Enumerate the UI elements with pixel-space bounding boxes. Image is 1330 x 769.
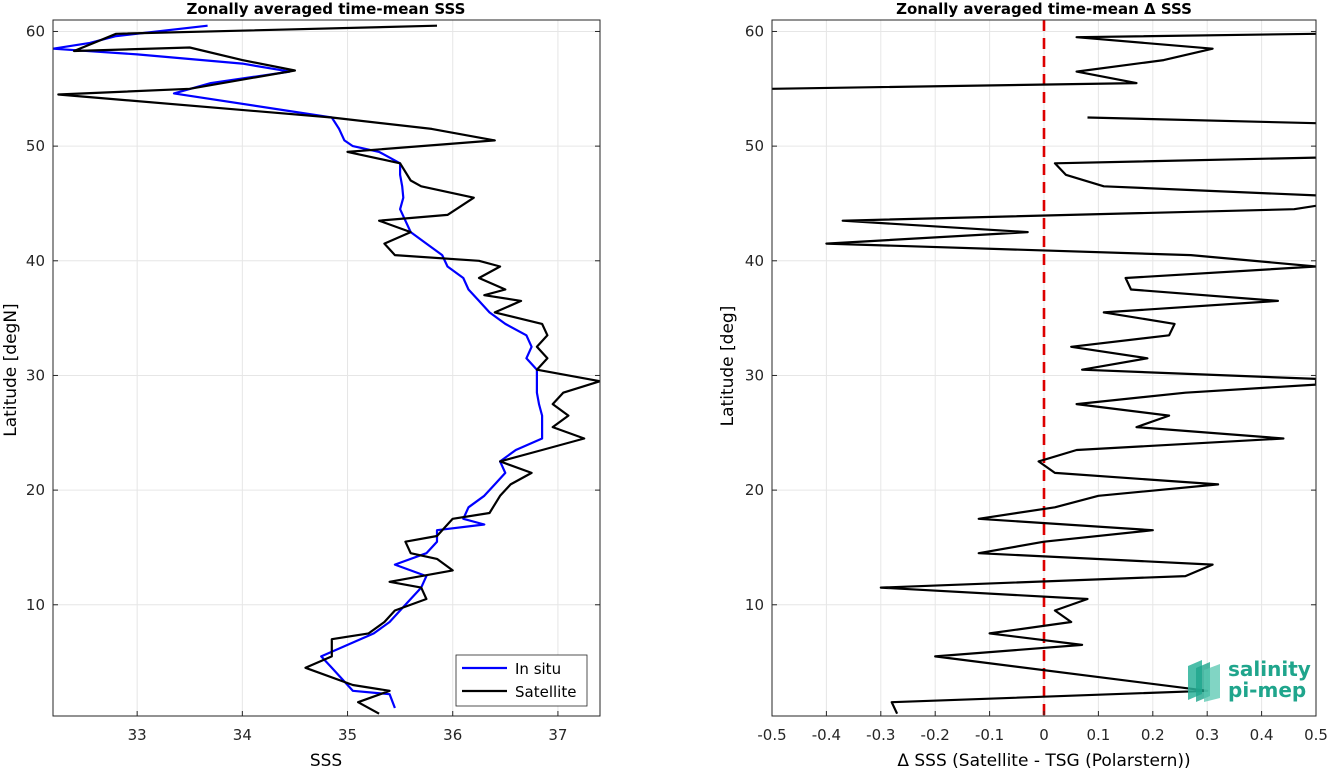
chart-right-xlabel: Δ SSS (Satellite - TSG (Polarstern)) xyxy=(897,751,1190,769)
right-ytick-label-3: 40 xyxy=(745,252,764,270)
logo-text-pi-mep: pi-mep xyxy=(1228,678,1307,702)
delta-sss-line-segment-2 xyxy=(1053,156,1316,197)
chart-right-delta-sss: Zonally averaged time-mean Δ SSS -0.5 -0.… xyxy=(718,0,1328,769)
left-xtick-label-0: 33 xyxy=(128,726,147,744)
series-in-situ-line xyxy=(53,24,544,709)
chart-right-title: Zonally averaged time-mean Δ SSS xyxy=(896,0,1192,18)
chart-left-series xyxy=(53,24,600,715)
left-xtick-label-4: 37 xyxy=(548,726,567,744)
chart-left-grid xyxy=(53,20,600,716)
right-ytick-label-1: 20 xyxy=(745,481,764,499)
right-xtick-label-2: -0.3 xyxy=(866,726,895,744)
right-ytick-label-4: 50 xyxy=(745,137,764,155)
right-xtick-label-8: 0.3 xyxy=(1195,726,1219,744)
left-ytick-label-4: 50 xyxy=(26,137,45,155)
legend-box xyxy=(455,654,588,707)
chart-left-frame xyxy=(52,19,601,717)
chart-right-ticks: -0.5 -0.4 -0.3 -0.2 -0.1 0 0.1 0.2 0.3 0.4 0.5 10 20… xyxy=(745,22,1328,744)
left-xtick-label-3: 36 xyxy=(443,726,462,744)
left-xtick-label-2: 35 xyxy=(338,726,357,744)
chart-left-title: Zonally averaged time-mean SSS xyxy=(187,0,466,18)
chart-right-frame xyxy=(771,19,1317,717)
right-ytick-label-2: 30 xyxy=(745,366,764,384)
delta-sss-line-segment-3 xyxy=(825,204,1316,715)
right-xtick-label-9: 0.4 xyxy=(1250,726,1274,744)
left-ytick-label-1: 20 xyxy=(26,481,45,499)
delta-sss-line-segment-1 xyxy=(1087,116,1316,125)
series-satellite-line xyxy=(57,24,600,715)
chart-right-series xyxy=(772,32,1316,715)
right-xtick-label-10: 0.5 xyxy=(1304,726,1328,744)
left-ytick-label-2: 30 xyxy=(26,366,45,384)
chart-left-ylabel: Latitude [degN] xyxy=(1,303,21,436)
right-xtick-label-7: 0.2 xyxy=(1141,726,1165,744)
right-xtick-label-5: 0 xyxy=(1039,726,1049,744)
legend-in-situ-label: In situ xyxy=(515,660,561,678)
salinity-pi-mep-logo: salinity pi-mep xyxy=(1186,656,1316,702)
right-xtick-label-1: -0.4 xyxy=(812,726,841,744)
delta-sss-line-segment-0 xyxy=(772,32,1316,90)
chart-left-legend: In situ Satellite xyxy=(455,654,588,707)
logo-mark-icon xyxy=(1188,660,1220,702)
right-xtick-label-0: -0.5 xyxy=(757,726,786,744)
legend-satellite-label: Satellite xyxy=(515,683,576,701)
chart-right-ylabel: Latitude [deg] xyxy=(718,306,738,427)
right-xtick-label-3: -0.2 xyxy=(921,726,950,744)
left-ytick-label-5: 60 xyxy=(26,22,45,40)
left-xtick-label-1: 34 xyxy=(233,726,252,744)
right-xtick-label-6: 0.1 xyxy=(1086,726,1110,744)
right-ytick-label-5: 60 xyxy=(745,22,764,40)
left-ytick-label-0: 10 xyxy=(26,596,45,614)
chart-left-xlabel: SSS xyxy=(310,751,342,769)
chart-left-ticks: 33 34 35 36 37 10 20 30 40 50 60 xyxy=(26,22,600,744)
right-xtick-label-4: -0.1 xyxy=(975,726,1004,744)
left-ytick-label-3: 40 xyxy=(26,252,45,270)
right-ytick-label-0: 10 xyxy=(745,596,764,614)
logo-text-salinity: salinity xyxy=(1228,657,1311,681)
chart-left-sss: Zonally averaged time-mean SSS 33 34 35 36 3… xyxy=(1,0,601,769)
